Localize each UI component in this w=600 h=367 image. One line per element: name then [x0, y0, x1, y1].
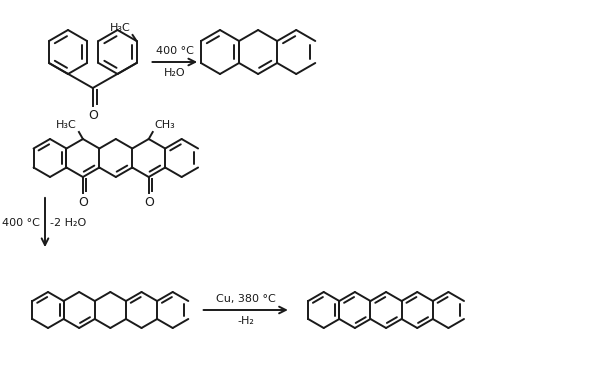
- Text: H₂O: H₂O: [164, 68, 185, 78]
- Text: Cu, 380 °C: Cu, 380 °C: [216, 294, 275, 304]
- Text: H₃C: H₃C: [56, 120, 77, 130]
- Text: CH₃: CH₃: [155, 120, 175, 130]
- Text: -2 H₂O: -2 H₂O: [50, 218, 86, 228]
- Text: O: O: [144, 196, 154, 209]
- Text: 400 °C: 400 °C: [156, 46, 194, 56]
- Text: -H₂: -H₂: [237, 316, 254, 326]
- Text: O: O: [88, 109, 98, 122]
- Text: H₃C: H₃C: [110, 23, 131, 33]
- Text: O: O: [78, 196, 88, 209]
- Text: 400 °C: 400 °C: [2, 218, 40, 228]
